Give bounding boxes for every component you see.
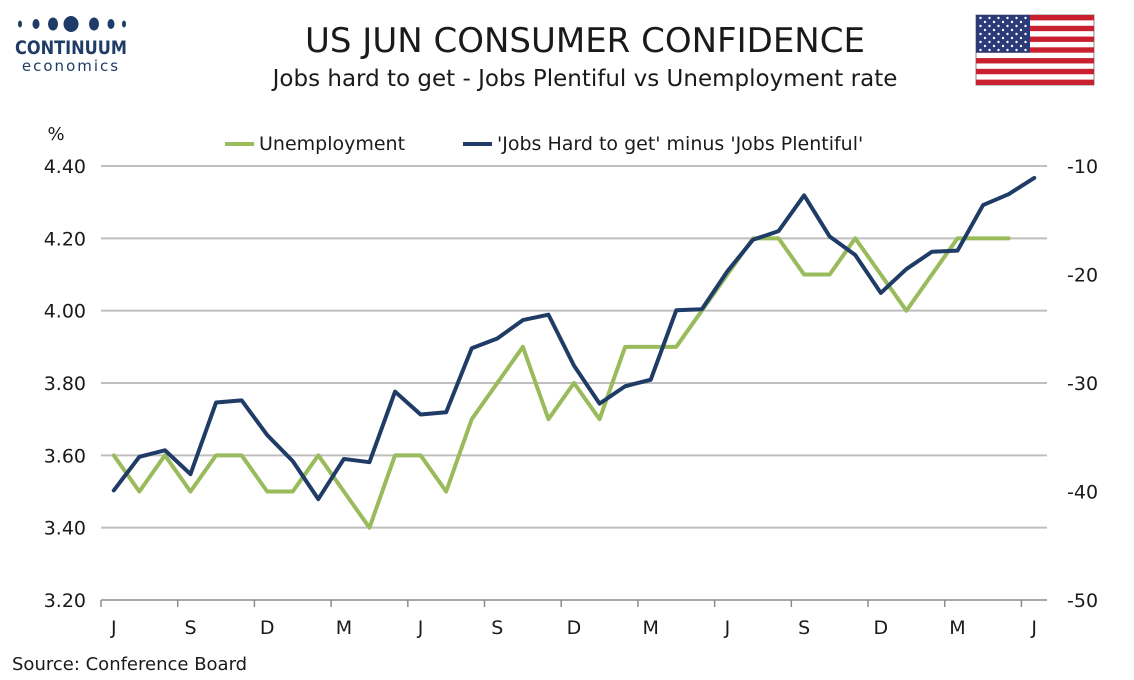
x-tick-label: S [491,617,503,639]
brand-name: CONTINUUM [15,37,127,59]
left-tick-label: 3.80 [44,373,86,395]
right-tick-label: -10 [1067,156,1098,178]
series-line-jobs-differential [111,175,1037,502]
source-note: Source: Conference Board [12,654,247,675]
right-tick-label: -30 [1067,373,1098,395]
right-tick-label: -50 [1067,590,1098,612]
x-tick-label: S [184,617,196,639]
x-tick-label: M [336,617,352,639]
chart-title: US JUN CONSUMER CONFIDENCE [305,21,865,61]
x-tick-label: D [260,617,275,639]
left-tick-label: 3.60 [44,445,86,467]
x-tick-label: J [110,617,117,639]
left-axis-unit: % [47,124,64,145]
right-axis: -50 -40 -30 -20 -10 [1067,156,1098,612]
brand-tagline: economics [22,57,120,75]
logo: CONTINUUM economics [15,16,127,75]
legend: Unemployment 'Jobs Hard to get' minus 'J… [225,133,863,155]
x-tick-label: J [724,617,731,639]
logo-dots-icon [18,16,126,32]
x-tick-label: S [798,617,810,639]
left-axis: 3.20 3.40 3.60 3.80 4.00 4.20 4.40 [44,156,86,612]
chart-subtitle: Jobs hard to get - Jobs Plentiful vs Une… [271,66,898,92]
us-flag-icon [975,14,1095,86]
legend-label-unemployment: Unemployment [259,133,405,155]
x-tick-label: D [873,617,888,639]
x-tick-label: M [949,617,965,639]
left-tick-label: 4.00 [44,301,86,323]
legend-label-jobs-differential: 'Jobs Hard to get' minus 'Jobs Plentiful… [497,133,863,155]
right-tick-label: -20 [1067,265,1098,287]
x-tick-label: M [642,617,658,639]
left-tick-label: 4.40 [44,156,86,178]
x-tick-label: J [417,617,424,639]
x-tick-label: D [567,617,582,639]
left-tick-label: 3.20 [44,590,86,612]
gridlines [101,165,1047,529]
right-tick-label: -40 [1067,482,1098,504]
left-tick-label: 4.20 [44,228,86,250]
series-lines [111,175,1037,530]
left-tick-label: 3.40 [44,518,86,540]
x-tick-label: J [1030,617,1037,639]
series-line-unemployment [111,236,1011,530]
